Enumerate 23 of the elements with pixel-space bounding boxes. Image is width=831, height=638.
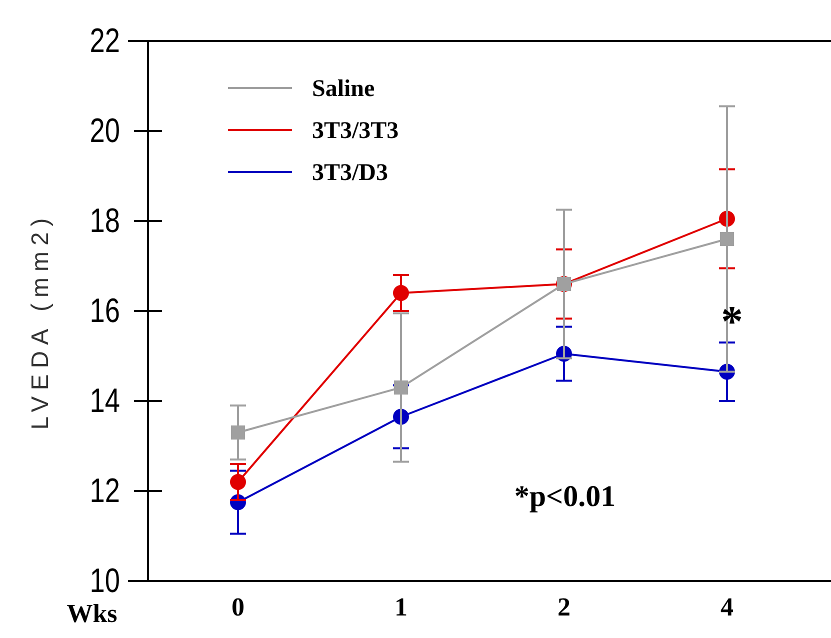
point	[720, 232, 734, 246]
annotation: *	[721, 296, 743, 346]
y-tick-label: 22	[90, 20, 120, 60]
x-tick-label: 0	[232, 592, 244, 622]
x-tick-label: 2	[558, 592, 570, 622]
legend-label: 3T3/3T3	[312, 118, 399, 144]
point	[393, 285, 409, 301]
y-tick-label: 14	[90, 380, 120, 420]
x-axis-title: Wks	[66, 599, 118, 628]
legend-label: 3T3/D3	[312, 160, 388, 186]
y-tick-label: 12	[90, 470, 120, 510]
point	[230, 474, 246, 490]
y-tick-label: 10	[90, 560, 120, 600]
point	[230, 425, 246, 440]
y-tick-label: 16	[90, 290, 120, 330]
x-tick-label: 1	[394, 592, 408, 622]
point	[394, 380, 408, 395]
x-tick-label: 4	[720, 592, 734, 622]
y-tick-label: 20	[90, 110, 120, 150]
annotation: *p<0.01	[514, 480, 616, 513]
y-tick-label: 18	[90, 200, 120, 240]
y-axis-title: LVEDA (mm2)	[27, 212, 54, 430]
legend-label: Saline	[312, 76, 376, 102]
